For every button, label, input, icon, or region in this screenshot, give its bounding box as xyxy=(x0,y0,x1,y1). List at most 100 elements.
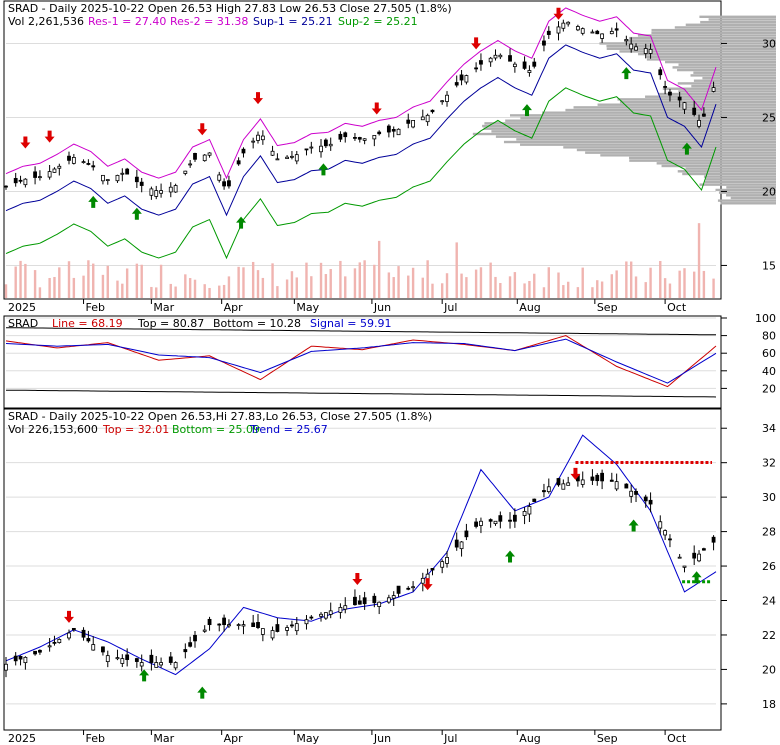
volume-bar xyxy=(125,268,129,298)
y-tick-label: 80 xyxy=(762,330,776,343)
month-label: Apr xyxy=(224,732,244,745)
price-candle-body xyxy=(493,54,498,59)
volume-profile-bar xyxy=(720,202,776,205)
trend-candle-body xyxy=(362,597,367,605)
month-label: Oct xyxy=(667,732,687,745)
price-candle-body xyxy=(241,148,246,154)
volume-bar xyxy=(140,264,143,298)
trend-candle-body xyxy=(527,506,532,515)
volume-bar xyxy=(581,267,584,298)
volume-profile-bar xyxy=(563,146,776,149)
trend-sell-arrow xyxy=(570,467,581,480)
price-candle-body xyxy=(386,125,391,133)
volume-bar xyxy=(203,284,206,298)
volume-bar xyxy=(440,283,444,298)
trend-candle-body xyxy=(4,663,8,671)
trend-candle-body xyxy=(343,605,348,610)
volume-bar xyxy=(319,262,323,298)
trend-candle-body xyxy=(285,627,289,631)
y-tick-label: 28 xyxy=(762,526,776,539)
volume-bar xyxy=(72,277,76,298)
price-candle-body xyxy=(275,158,280,161)
volume-profile-bar xyxy=(672,66,776,69)
y-tick-label: 22 xyxy=(762,629,776,642)
volume-bar xyxy=(697,223,701,298)
volume-bar xyxy=(373,264,376,298)
volume-bar xyxy=(92,263,95,298)
sup-1-line xyxy=(5,44,717,217)
trend-candle-body xyxy=(479,520,483,526)
volume-bar xyxy=(218,285,221,298)
volume-profile-bar xyxy=(677,68,776,72)
trend-candle-body xyxy=(304,619,309,625)
x-axis-top: 2025 Feb Mar Apr May Jun Jul Aug Sep Oct xyxy=(6,298,716,314)
sup2-readout: Sup-2 = 25.21 xyxy=(338,15,418,28)
trend-candle-body xyxy=(648,499,653,505)
trend-y-ticks: 18 20 22 24 26 28 30 32 34 xyxy=(721,422,776,711)
price-candle-body xyxy=(479,60,483,65)
volume-profile-bar xyxy=(704,180,776,184)
buy-arrow xyxy=(681,142,692,155)
stochastic-name: SRAD xyxy=(8,317,38,330)
volume-profile-bar xyxy=(542,111,776,114)
price-candle-body xyxy=(677,96,682,101)
volume-bar xyxy=(310,276,313,298)
trend-candle-body xyxy=(13,655,18,662)
trend-candle-body xyxy=(227,624,231,627)
trend-top-readout: Top = 32.01 xyxy=(102,423,169,436)
month-label: Oct xyxy=(667,301,687,314)
y-tick-label: 34 xyxy=(762,422,776,435)
price-candle-body xyxy=(609,30,614,35)
trend-candle-body xyxy=(406,587,411,590)
volume-profile-bar xyxy=(629,36,776,40)
volume-readout: Vol 2,261,536 xyxy=(8,15,84,28)
trend-candle-body xyxy=(697,553,701,562)
volume-bar xyxy=(174,286,177,298)
price-candle-body xyxy=(353,137,357,139)
y-tick-label: 26 xyxy=(762,560,776,573)
trend-buy-arrow xyxy=(505,550,516,563)
trend-candle-body xyxy=(353,596,357,606)
trend-candles xyxy=(4,469,716,678)
volume-bar xyxy=(562,285,565,298)
price-candle-body xyxy=(159,190,163,194)
volume-bar xyxy=(19,260,22,298)
volume-bar xyxy=(58,267,61,298)
price-candle-body xyxy=(614,28,619,31)
volume-profile-bar xyxy=(662,87,776,90)
volume-bar xyxy=(659,260,662,298)
price-candle-body xyxy=(294,154,299,162)
price-candle-body xyxy=(600,33,605,39)
volume-profile-bar xyxy=(678,63,776,66)
volume-bar xyxy=(445,273,449,298)
month-label: Sep xyxy=(597,301,618,314)
trend-candle-body xyxy=(643,496,648,502)
sup-2-line xyxy=(5,87,717,260)
volume-bar xyxy=(508,276,512,298)
price-candle-body xyxy=(81,161,86,164)
trend-candle-body xyxy=(188,642,193,647)
price-candle-body xyxy=(207,152,212,156)
month-label: Aug xyxy=(519,301,540,314)
price-candle-body xyxy=(634,46,638,51)
trend-candle-body xyxy=(120,658,125,664)
volume-bar xyxy=(184,274,187,298)
trend-candle-body xyxy=(338,607,343,613)
y-tick-label: 40 xyxy=(762,365,776,378)
trend-buy-arrow xyxy=(628,519,639,532)
stochastic-line xyxy=(5,335,717,388)
y-tick-label: 30 xyxy=(762,491,776,504)
trend-candle-body xyxy=(241,624,246,627)
price-candle-body xyxy=(251,140,256,143)
res2-readout: Res-2 = 31.38 xyxy=(170,15,248,28)
trend-candle-body xyxy=(663,530,668,536)
volume-profile-bar xyxy=(645,95,776,98)
volume-bar xyxy=(678,270,681,298)
volume-bars xyxy=(4,223,715,298)
volume-bar xyxy=(600,281,604,298)
volume-bar xyxy=(479,267,483,298)
trend-candle-body xyxy=(328,610,333,615)
price-panel-title: SRAD - Daily 2025-10-22 Open 26.53 High … xyxy=(8,2,452,15)
volume-profile-bar xyxy=(665,60,776,64)
volume-profile-bar xyxy=(617,98,776,101)
